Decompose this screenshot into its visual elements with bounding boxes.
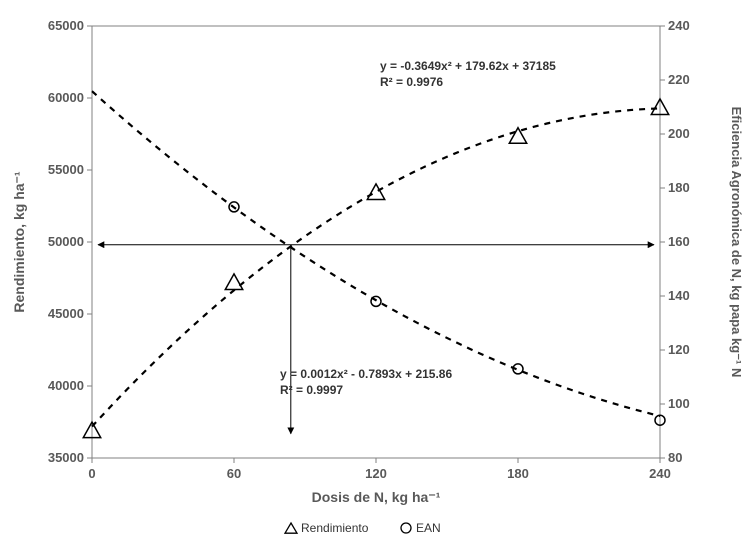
y-right-tick-label: 80 (668, 450, 682, 465)
y-right-axis-title: Eficiencia Agronómica de N, kg papa kg⁻¹… (729, 107, 744, 378)
y-left-axis-title: Rendimiento, kg ha⁻¹ (11, 171, 27, 313)
legend-marker-circle (401, 523, 411, 533)
y-left-tick-label: 55000 (48, 162, 84, 177)
chart-container: 0 60 120 180 240 Dosis de N, kg ha⁻¹ 35000 4000… (0, 0, 752, 547)
point-rendimiento (225, 274, 242, 290)
y-right-tick-label: 120 (668, 342, 690, 357)
point-rendimiento (367, 184, 384, 200)
x-tick-label: 180 (507, 466, 529, 481)
x-tick-label: 0 (88, 466, 95, 481)
y-right-tick-label: 180 (668, 180, 690, 195)
y-right-tick-label: 160 (668, 234, 690, 249)
equation-ean-line1: R² = 0.9997 (280, 383, 343, 397)
equation-rendimiento-line1: R² = 0.9976 (380, 75, 443, 89)
legend-label: Rendimiento (301, 521, 369, 535)
y-right-tick-label: 100 (668, 396, 690, 411)
y-right-tick-label: 140 (668, 288, 690, 303)
plot-area (92, 26, 660, 458)
y-left-tick-label: 35000 (48, 450, 84, 465)
y-right-tick-label: 200 (668, 126, 690, 141)
x-axis-title: Dosis de N, kg ha⁻¹ (312, 489, 441, 505)
y-left-tick-label: 60000 (48, 90, 84, 105)
legend-label: EAN (416, 521, 441, 535)
x-tick-label: 60 (227, 466, 241, 481)
y-right-tick-label: 220 (668, 72, 690, 87)
y-left-tick-label: 40000 (48, 378, 84, 393)
equation-rendimiento-line0: y = -0.3649x² + 179.62x + 37185 (380, 59, 556, 73)
y-left-tick-label: 50000 (48, 234, 84, 249)
y-left-tick-label: 65000 (48, 18, 84, 33)
legend-marker-triangle (285, 523, 297, 533)
equation-ean-line0: y = 0.0012x² - 0.7893x + 215.86 (280, 367, 452, 381)
y-right-tick-label: 240 (668, 18, 690, 33)
x-tick-label: 120 (365, 466, 387, 481)
x-tick-label: 240 (649, 466, 671, 481)
y-left-tick-label: 45000 (48, 306, 84, 321)
